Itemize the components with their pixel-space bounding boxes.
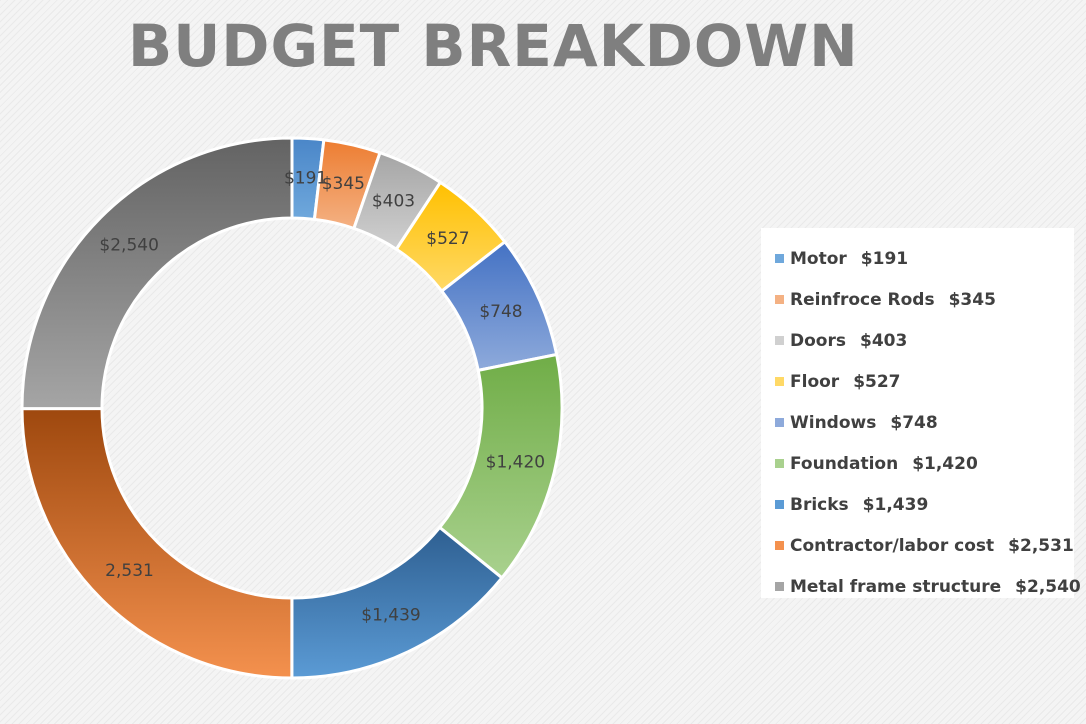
data-label-reinfroce-rods: $345 xyxy=(322,174,365,194)
chart-legend: Motor $191 Reinfroce Rods $345 Doors $403 Floo… xyxy=(761,228,1081,598)
data-label-floor: $527 xyxy=(426,229,469,249)
legend-swatch xyxy=(775,336,784,345)
legend-swatch xyxy=(775,418,784,427)
legend-swatch xyxy=(775,582,784,591)
legend-value: $748 xyxy=(890,412,938,433)
legend-item-doors: Doors $403 xyxy=(775,320,1074,361)
legend-value: $2,540 xyxy=(1015,576,1081,597)
legend-value: $345 xyxy=(948,289,996,310)
legend-item-floor: Floor $527 xyxy=(775,361,1074,402)
legend-label: Contractor/labor cost xyxy=(790,535,995,556)
legend-item-reinfroce-rods: Reinfroce Rods $345 xyxy=(775,279,1074,320)
legend-value: $1,439 xyxy=(862,494,929,515)
legend-swatch xyxy=(775,459,784,468)
data-label-foundation: $1,420 xyxy=(486,453,545,473)
data-label-motor: $191 xyxy=(284,168,327,188)
data-label-doors: $403 xyxy=(372,192,415,212)
legend-label: Reinfroce Rods xyxy=(790,289,935,310)
legend-item-windows: Windows $748 xyxy=(775,402,1074,443)
legend-swatch xyxy=(775,295,784,304)
legend-label: Metal frame structure xyxy=(790,576,1002,597)
legend-item-foundation: Foundation $1,420 xyxy=(775,443,1074,484)
legend-swatch xyxy=(775,377,784,386)
slice-metal-frame-structure xyxy=(20,136,294,411)
legend-label: Windows xyxy=(790,412,877,433)
data-label-windows: $748 xyxy=(479,302,522,322)
legend-label: Floor xyxy=(790,371,840,392)
legend-label: Doors xyxy=(790,330,846,351)
legend-value: $1,420 xyxy=(912,453,978,474)
data-label-bricks: $1,439 xyxy=(361,606,420,626)
legend-item-motor: Motor $191 xyxy=(775,238,1074,279)
data-label-metal-frame-structure: $2,540 xyxy=(99,236,158,256)
legend-label: Foundation xyxy=(790,453,899,474)
legend-value: $403 xyxy=(859,330,908,351)
legend-swatch xyxy=(775,500,784,509)
legend-value: $527 xyxy=(853,371,901,392)
donut-chart: $191$345 $403 $527 $748 $1,420 $1,439 2,531 $2,… xyxy=(20,136,564,680)
legend-item-contractor-labor-cost: Contractor/labor cost $2,531 xyxy=(775,525,1074,566)
chart-title: BUDGET BREAKDOWN xyxy=(128,12,859,80)
legend-item-bricks: Bricks $1,439 xyxy=(775,484,1074,525)
legend-swatch xyxy=(775,541,784,550)
legend-swatch xyxy=(775,254,784,263)
data-label-contractor-labor-cost: 2,531 xyxy=(105,561,154,581)
legend-value: $2,531 xyxy=(1008,535,1074,556)
legend-item-metal-frame-structure: Metal frame structure $2,540 xyxy=(775,566,1081,607)
legend-value: $191 xyxy=(860,248,909,269)
slice-contractor-labor-cost xyxy=(20,406,294,680)
legend-label: Motor xyxy=(790,248,847,269)
legend-label: Bricks xyxy=(790,494,849,515)
